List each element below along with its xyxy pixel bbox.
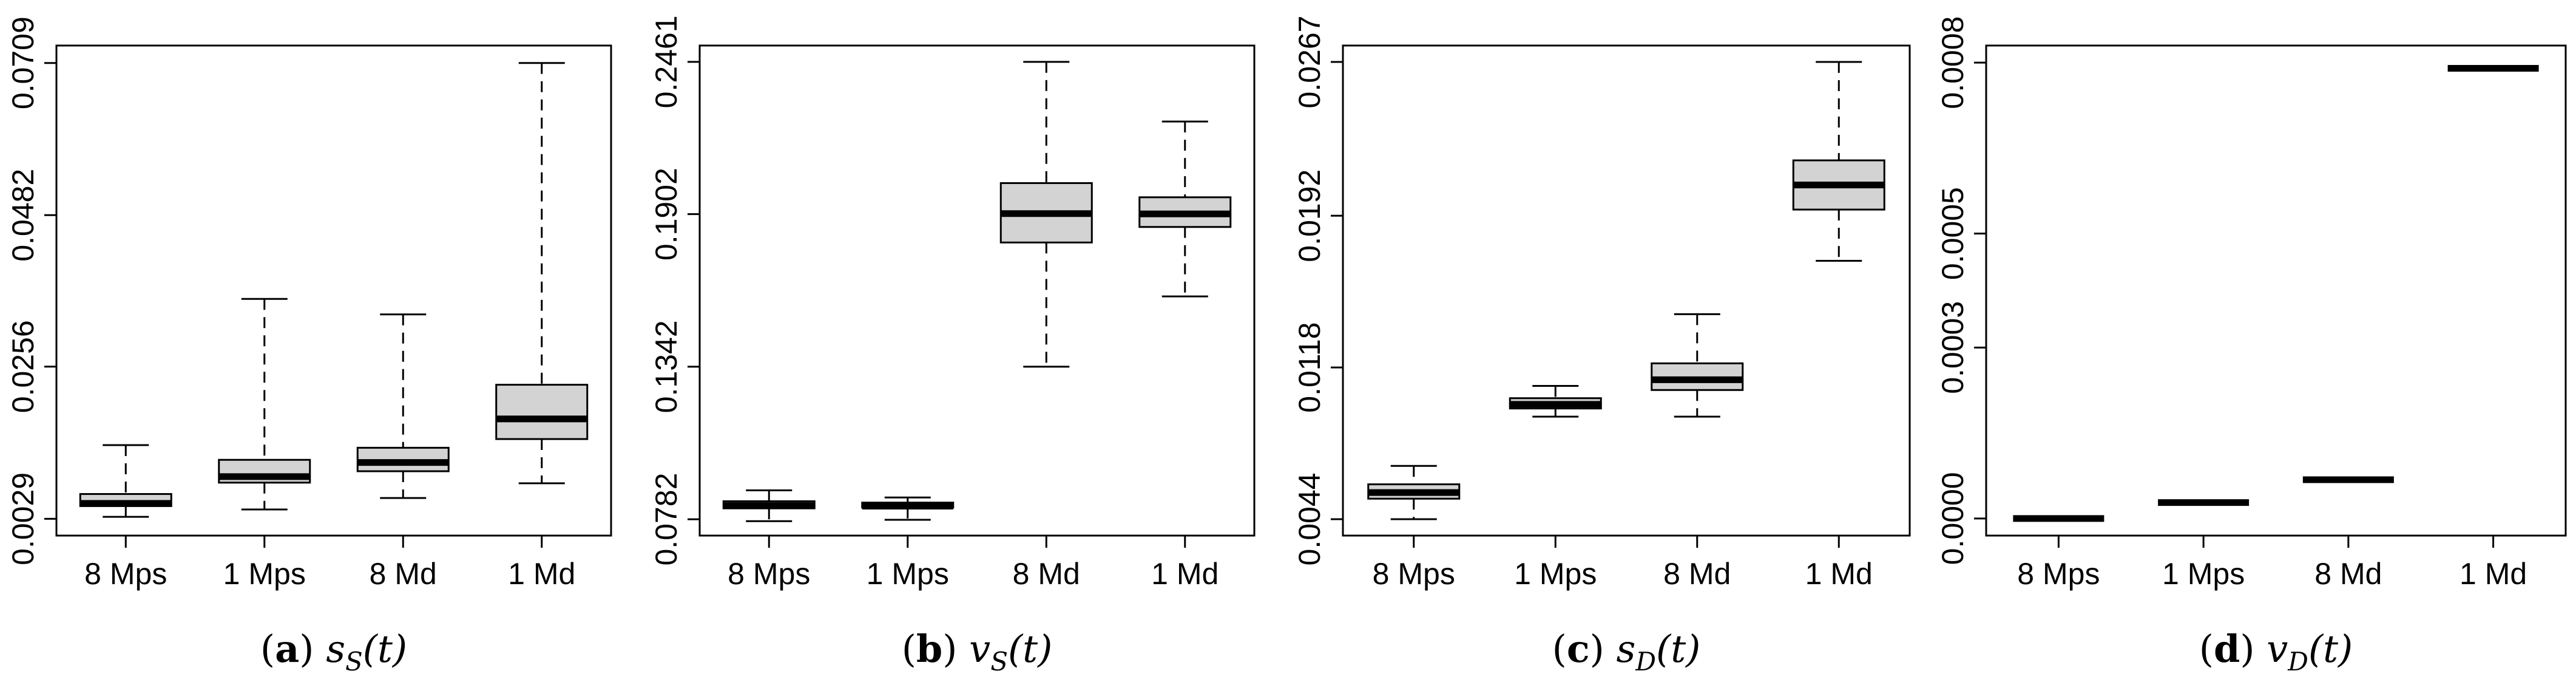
caption-paren: ( [260,627,275,671]
x-tick-label: 1 Md [508,557,575,591]
caption-letter: d [2214,627,2240,671]
x-tick-label: 8 Mps [2017,557,2100,591]
y-tick-label: 0.0000 [1936,472,1970,565]
x-tick-label: 1 Mps [223,557,306,591]
x-tick-label: 1 Mps [2162,557,2245,591]
plot-frame [55,44,612,537]
boxplot-1-mps [218,298,311,511]
caption-paren: ) [299,627,326,671]
y-tick-label: 0.0782 [649,473,683,566]
caption-letter: b [916,627,942,671]
panel-b: 0.0782 0.1342 0.1902 0.2461 8 Mps 1 Mps 8 Md 1 … [649,15,1256,676]
panel-d: 0.0000 0.0003 0.0005 0.0008 8 Mps 1 Mps 8 Md 1 … [1936,16,2567,676]
boxplot-1-md [1792,61,1885,262]
x-tick-label: 1 Md [2459,557,2527,591]
boxplot-8-md [999,61,1093,368]
caption-subscript: S [345,647,363,676]
y-tick-label: 0.0709 [6,16,40,109]
caption-variable: s [1617,627,1636,671]
y-tick-label: 0.0256 [6,320,40,413]
caption-argument: (t) [1656,627,1700,671]
caption-variable: v [969,627,990,671]
boxplot-8-mps [79,444,172,518]
boxplot-1-mps [1509,385,1602,418]
caption-subscript: D [1635,647,1656,676]
iqr-box [495,384,589,440]
y-tick-label: 0.1902 [649,168,683,261]
x-tick-label: 1 Mps [1514,557,1597,591]
caption-paren: ) [2240,627,2267,671]
x-tick-label: 1 Md [1151,557,1219,591]
panel-caption: (c) sD(t) [1552,627,1701,676]
panel-c: 0.0044 0.0118 0.0192 0.0267 8 Mps 1 Mps 8 Md 1 … [1293,16,1911,676]
y-tick-label: 0.0044 [1293,473,1327,566]
y-tick-label: 0.0005 [1936,187,1970,280]
x-tick-label: 1 Mps [867,557,949,591]
plot-frame [1342,44,1911,537]
y-tick-label: 0.0008 [1936,16,1970,109]
caption-subscript: S [990,647,1008,676]
caption-paren: ( [2199,627,2214,671]
caption-argument: (t) [1008,627,1052,671]
caption-paren: ) [942,627,969,671]
y-tick-label: 0.0482 [6,169,40,262]
x-tick-label: 8 Md [1013,557,1080,591]
y-tick-label: 0.2461 [649,15,683,108]
boxplot-8-mps [1367,465,1461,520]
boxplot-8-md [1651,313,1744,418]
boxplot-8-md [356,313,450,499]
y-tick-label: 0.1342 [649,320,683,413]
x-tick-label: 8 Mps [1373,557,1455,591]
x-tick-label: 8 Md [2314,557,2382,591]
caption-subscript: D [2287,647,2308,676]
panel-caption: (b) vS(t) [902,627,1053,676]
boxplot-1-mps [861,496,955,521]
y-tick-label: 0.0029 [6,472,40,565]
caption-letter: c [1567,627,1590,671]
y-tick-label: 0.0267 [1293,16,1327,109]
x-tick-label: 8 Mps [84,557,167,591]
plot-frame [1985,44,2567,537]
caption-argument: (t) [363,627,407,671]
caption-argument: (t) [2308,627,2353,671]
x-tick-label: 8 Md [370,557,437,591]
caption-paren: ( [1552,627,1567,671]
plot-frame [698,44,1256,537]
x-tick-label: 8 Mps [728,557,810,591]
boxplot-1-md [1138,120,1232,298]
boxplot-1-md [495,62,589,485]
panel-a: 0.0029 0.0256 0.0482 0.0709 8 Mps 1 Mps 8 Md 1 … [6,16,612,676]
caption-paren: ) [1590,627,1617,671]
panel-caption: (a) sS(t) [260,627,407,676]
y-tick-label: 0.0192 [1293,169,1327,262]
caption-paren: ( [902,627,916,671]
caption-letter: a [275,627,299,671]
caption-variable: v [2267,627,2288,671]
x-tick-label: 8 Md [1663,557,1731,591]
panel-caption: (d) vD(t) [2199,627,2353,676]
x-tick-label: 1 Md [1805,557,1873,591]
y-tick-label: 0.0003 [1936,301,1970,394]
caption-variable: s [326,627,345,671]
boxplot-8-mps [722,489,816,522]
y-tick-label: 0.0118 [1293,322,1327,413]
